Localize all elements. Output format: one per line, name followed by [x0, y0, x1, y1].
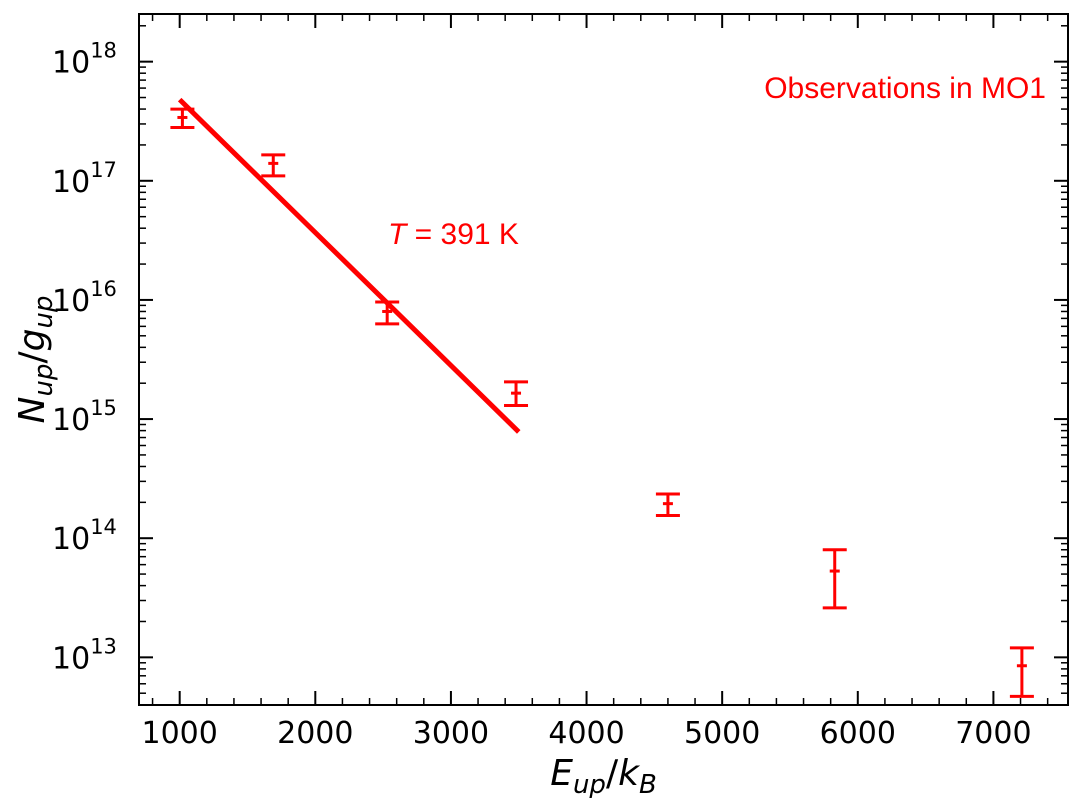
y-tick-label: 1014 — [52, 515, 117, 557]
y-tick-label-base: 10 — [52, 46, 90, 81]
x-axis-label: Eup/kB — [550, 753, 657, 798]
y-tick-label-exponent: 14 — [90, 515, 117, 539]
data-point — [261, 153, 286, 178]
data-point — [504, 380, 529, 407]
y-axis-label-sub2: up — [29, 296, 59, 329]
y-tick-label: 1015 — [52, 396, 117, 438]
fit-temperature-label: T = 391 K — [388, 218, 519, 251]
x-axis-label-slash: / — [606, 753, 619, 794]
y-tick-label-base: 10 — [52, 522, 90, 557]
x-tick-label: 3000 — [413, 716, 489, 751]
y-tick-label: 1013 — [52, 634, 117, 676]
y-axis-label-slash: / — [12, 351, 53, 364]
y-tick-label-exponent: 17 — [90, 158, 117, 182]
data-point — [1009, 646, 1034, 698]
plot-frame — [138, 13, 1069, 706]
y-tick-label-base: 10 — [52, 403, 90, 438]
x-axis-label-sub1: up — [573, 770, 606, 798]
y-tick-label: 1018 — [52, 39, 117, 81]
data-point — [655, 492, 680, 518]
x-tick-label: 1000 — [142, 716, 218, 751]
x-tick-label: 2000 — [277, 716, 353, 751]
y-axis-label-sub1: up — [29, 364, 59, 397]
x-tick-label: 4000 — [548, 716, 624, 751]
y-axis-label: Nup/gup — [12, 296, 59, 424]
x-axis-label-sub2: B — [639, 770, 657, 798]
x-tick-label: 6000 — [820, 716, 896, 751]
y-tick-label-base: 10 — [52, 284, 90, 319]
y-tick-label-exponent: 15 — [90, 396, 117, 420]
x-ticks: 1000 2000 3000 4000 5000 6000 7000 — [142, 14, 1049, 751]
y-tick-label-base: 10 — [52, 165, 90, 200]
legend-label: Observations in MO1 — [764, 72, 1046, 105]
y-tick-label-base: 10 — [52, 641, 90, 676]
y-axis-label-n: N — [12, 397, 53, 424]
x-tick-label: 7000 — [955, 716, 1031, 751]
y-tick-label: 1017 — [52, 158, 117, 200]
y-tick-label-exponent: 18 — [90, 39, 117, 63]
y-tick-label-exponent: 13 — [90, 634, 117, 658]
x-tick-label: 5000 — [684, 716, 760, 751]
y-tick-label: 1016 — [52, 277, 117, 319]
x-axis-label-k: k — [618, 753, 641, 794]
x-axis-label-e: E — [550, 753, 573, 794]
y-tick-label-exponent: 16 — [90, 277, 117, 301]
fit-temperature-value: = 391 K — [406, 218, 519, 251]
y-axis-label-g: g — [12, 329, 53, 352]
data-points — [170, 107, 1034, 698]
fit-temperature-var: T — [388, 218, 409, 251]
fit-line — [177, 97, 521, 434]
data-point — [822, 548, 847, 610]
